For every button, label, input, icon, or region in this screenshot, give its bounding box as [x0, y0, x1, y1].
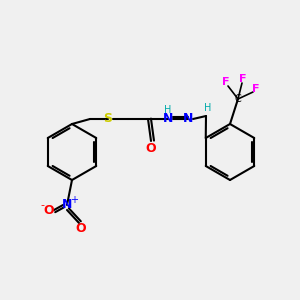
Text: C: C [235, 94, 242, 104]
Text: +: + [70, 195, 78, 205]
Text: -: - [40, 200, 44, 210]
Text: F: F [222, 77, 230, 87]
Text: N: N [163, 112, 173, 125]
Text: N: N [183, 112, 193, 125]
Text: N: N [62, 199, 72, 212]
Text: F: F [239, 74, 247, 84]
Text: O: O [146, 142, 156, 154]
Text: F: F [252, 84, 260, 94]
Text: S: S [103, 112, 112, 125]
Text: O: O [44, 203, 54, 217]
Text: H: H [164, 105, 172, 115]
Text: H: H [204, 103, 212, 113]
Text: O: O [76, 223, 86, 236]
